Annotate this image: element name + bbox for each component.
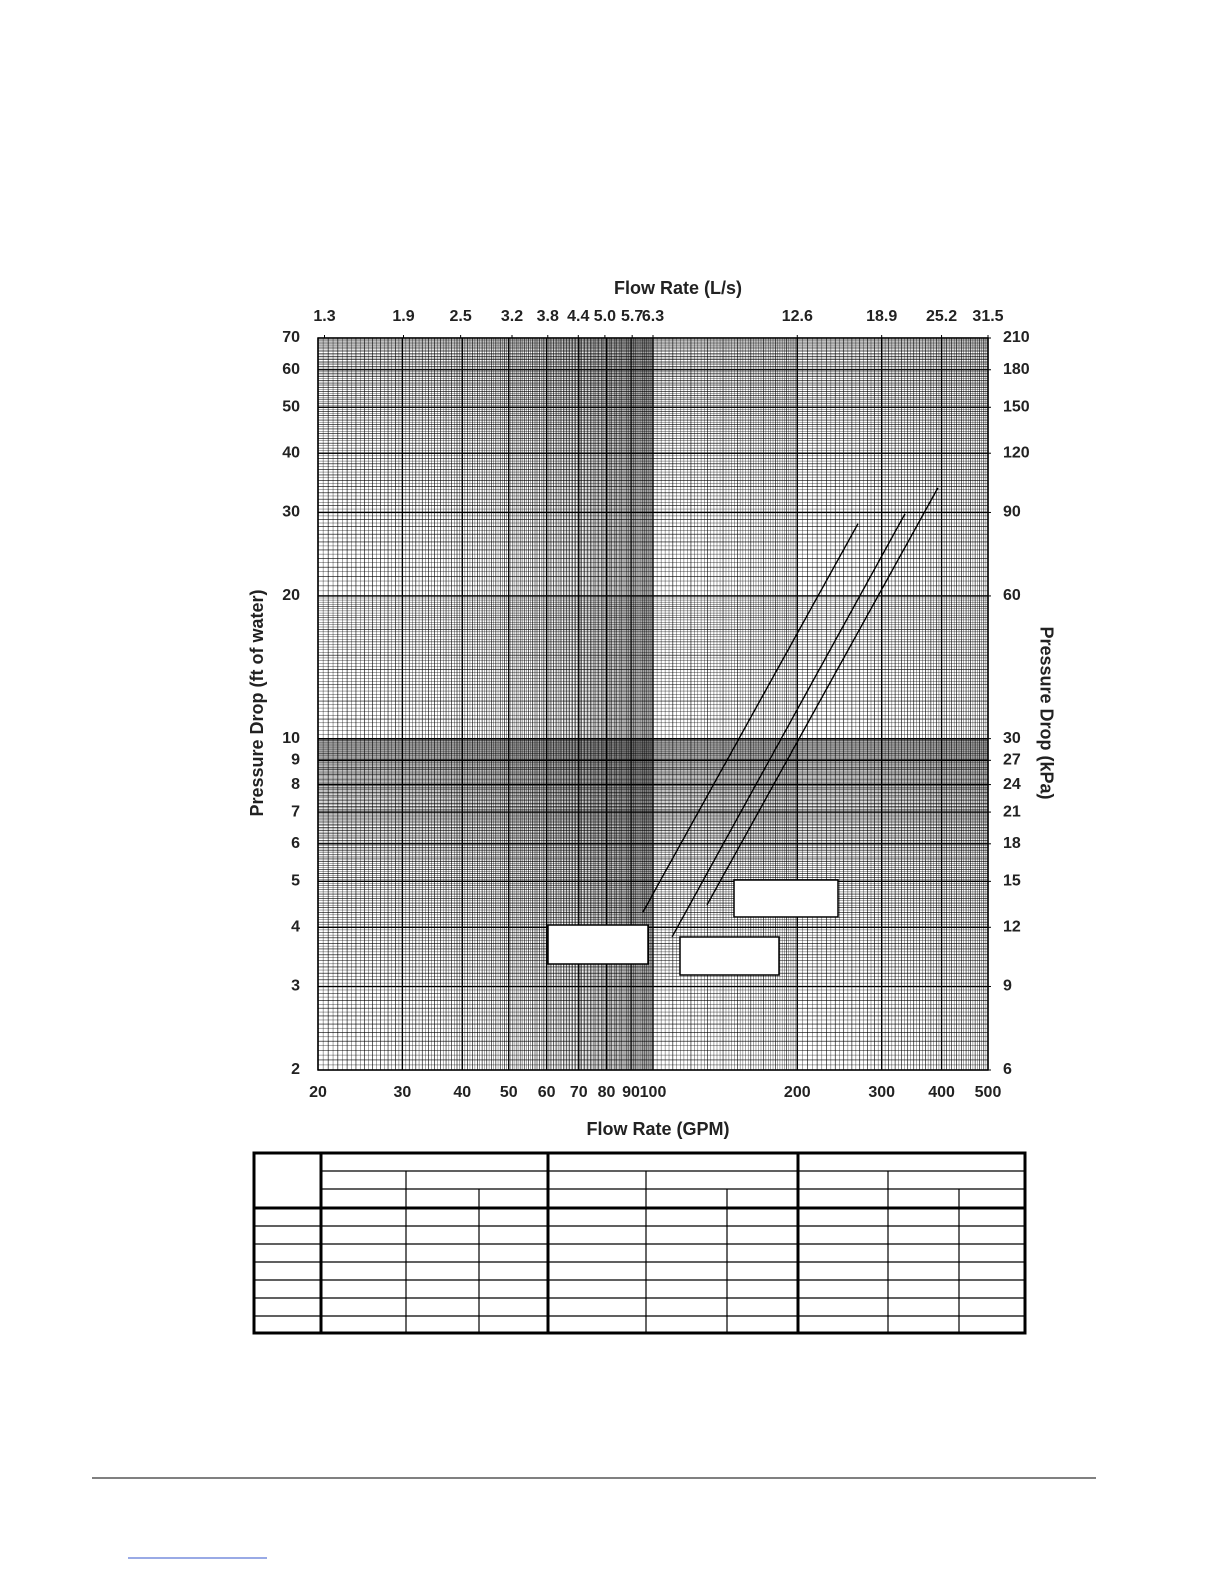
- x2-tick-label: 25.2: [926, 308, 957, 325]
- x-tick-label: 20: [309, 1084, 327, 1101]
- x-tick-label: 90: [622, 1084, 640, 1101]
- y-tick-label: 7: [291, 803, 300, 820]
- y2-tick-label: 180: [1003, 361, 1030, 378]
- label-box: [733, 879, 839, 918]
- x-tick-label: 80: [598, 1084, 616, 1101]
- y2-tick-label: 90: [1003, 504, 1021, 521]
- y2-tick-label: 6: [1003, 1061, 1012, 1078]
- y-tick-label: 70: [282, 329, 300, 346]
- x-tick-label: 70: [570, 1084, 588, 1101]
- y-tick-label: 8: [291, 776, 300, 793]
- x2-tick-label: 3.2: [501, 308, 523, 325]
- y-tick-label: 6: [291, 835, 300, 852]
- x-tick-label: 500: [975, 1084, 1002, 1101]
- y2-tick-label: 120: [1003, 444, 1030, 461]
- y-tick-label: 9: [291, 752, 300, 769]
- y-axis-title: Pressure Drop (ft of water): [247, 589, 267, 816]
- x2-axis-title: Flow Rate (L/s): [614, 278, 742, 298]
- y2-tick-label: 150: [1003, 398, 1030, 415]
- x-tick-label: 50: [500, 1084, 518, 1101]
- label-box: [679, 936, 780, 976]
- y2-tick-label: 21: [1003, 803, 1021, 820]
- y-tick-label: 60: [282, 361, 300, 378]
- y2-axis-title: Pressure Drop (kPa): [1036, 626, 1056, 799]
- y-tick-label: 5: [291, 873, 300, 890]
- x2-tick-label: 5.7: [621, 308, 643, 325]
- y-tick-label: 2: [291, 1061, 300, 1078]
- x2-tick-label: 12.6: [782, 308, 813, 325]
- x-tick-label: 60: [538, 1084, 556, 1101]
- table-rules: [254, 1153, 1025, 1333]
- x2-tick-label: 5.0: [594, 308, 616, 325]
- grid: [317, 335, 991, 1071]
- x2-tick-label: 18.9: [866, 308, 897, 325]
- table-frame: [252, 1151, 1027, 1335]
- y-tick-label: 50: [282, 398, 300, 415]
- table-lines: [254, 1170, 1025, 1333]
- y-tick-label: 30: [282, 504, 300, 521]
- y2-tick-label: 12: [1003, 919, 1021, 936]
- y2-tick-label: 18: [1003, 835, 1021, 852]
- x-tick-label: 40: [453, 1084, 471, 1101]
- series-line: [706, 487, 939, 906]
- y-tick-label: 3: [291, 978, 300, 995]
- x2-tick-label: 1.9: [392, 308, 414, 325]
- label-box: [547, 924, 649, 965]
- plot-frame: [317, 337, 989, 1071]
- y2-tick-label: 30: [1003, 730, 1021, 747]
- y2-tick-label: 24: [1003, 776, 1021, 793]
- x-tick-label: 30: [393, 1084, 411, 1101]
- x2-tick-label: 1.3: [313, 308, 335, 325]
- y-tick-label: 40: [282, 444, 300, 461]
- y2-tick-label: 27: [1003, 752, 1021, 769]
- x2-tick-label: 6.3: [642, 308, 664, 325]
- x-tick-label: 300: [868, 1084, 895, 1101]
- y2-tick-label: 9: [1003, 978, 1012, 995]
- x2-tick-label: 4.4: [567, 308, 589, 325]
- series-line: [671, 513, 906, 938]
- y2-tick-label: 210: [1003, 329, 1030, 346]
- x2-tick-label: 2.5: [449, 308, 471, 325]
- x-tick-label: 100: [640, 1084, 667, 1101]
- label-boxes: [547, 879, 839, 976]
- y2-tick-label: 15: [1003, 873, 1021, 890]
- x-tick-label: 400: [928, 1084, 955, 1101]
- x-tick-label: 200: [784, 1084, 811, 1101]
- x2-tick-label: 3.8: [537, 308, 559, 325]
- x-axis-title: Flow Rate (GPM): [587, 1119, 730, 1139]
- x2-tick-label: 31.5: [972, 308, 1003, 325]
- y2-tick-label: 60: [1003, 587, 1021, 604]
- y-tick-label: 4: [291, 919, 300, 936]
- table: [252, 1151, 1027, 1335]
- marks: [642, 487, 939, 938]
- y-tick-label: 10: [282, 730, 300, 747]
- y-tick-label: 20: [282, 587, 300, 604]
- series-line: [642, 523, 859, 913]
